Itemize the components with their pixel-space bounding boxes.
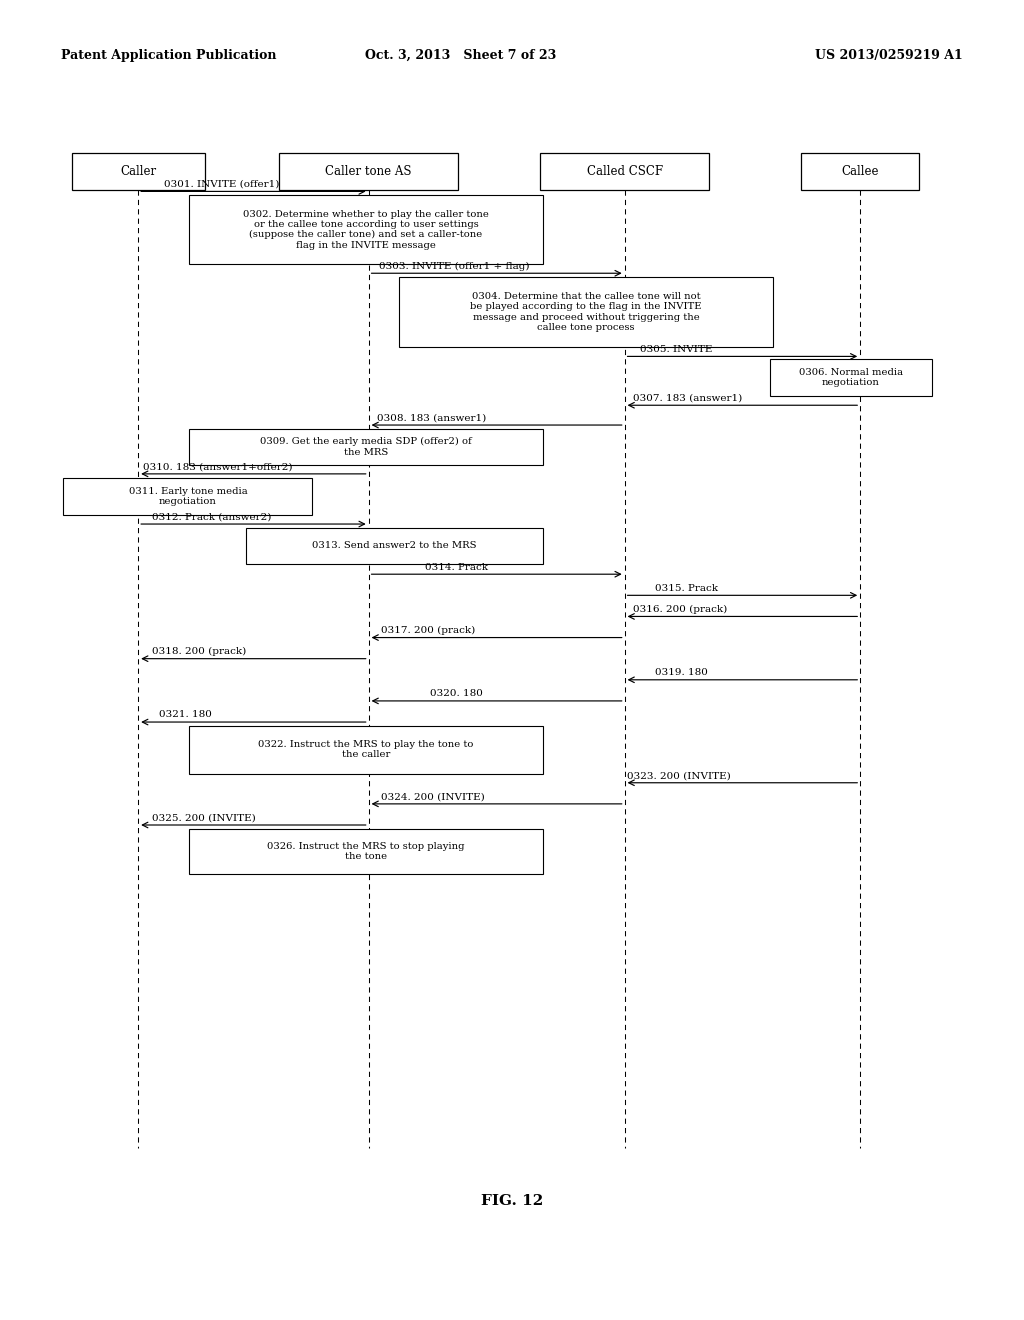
FancyBboxPatch shape <box>189 829 543 874</box>
FancyBboxPatch shape <box>399 277 773 347</box>
FancyBboxPatch shape <box>72 153 205 190</box>
FancyBboxPatch shape <box>63 478 312 515</box>
Text: Callee: Callee <box>842 165 879 178</box>
FancyBboxPatch shape <box>189 726 543 774</box>
Text: 0324. 200 (INVITE): 0324. 200 (INVITE) <box>381 792 484 801</box>
Text: 0319. 180: 0319. 180 <box>655 668 709 677</box>
Text: 0323. 200 (INVITE): 0323. 200 (INVITE) <box>627 771 730 780</box>
Text: 0316. 200 (prack): 0316. 200 (prack) <box>633 605 727 614</box>
Text: 0317. 200 (prack): 0317. 200 (prack) <box>381 626 475 635</box>
FancyBboxPatch shape <box>189 195 543 264</box>
Text: 0302. Determine whether to play the caller tone
or the callee tone according to : 0302. Determine whether to play the call… <box>243 210 489 249</box>
FancyBboxPatch shape <box>279 153 458 190</box>
Text: 0303. INVITE (offer1 + flag): 0303. INVITE (offer1 + flag) <box>379 261 529 271</box>
Text: 0306. Normal media
negotiation: 0306. Normal media negotiation <box>799 368 903 387</box>
Text: 0304. Determine that the callee tone will not
be played according to the flag in: 0304. Determine that the callee tone wil… <box>470 292 702 333</box>
Text: Caller: Caller <box>120 165 157 178</box>
FancyBboxPatch shape <box>246 528 543 564</box>
Text: 0322. Instruct the MRS to play the tone to
the caller: 0322. Instruct the MRS to play the tone … <box>258 741 474 759</box>
Text: 0320. 180: 0320. 180 <box>430 689 483 698</box>
Text: 0325. 200 (INVITE): 0325. 200 (INVITE) <box>152 813 255 822</box>
Text: 0307. 183 (answer1): 0307. 183 (answer1) <box>633 393 742 403</box>
Text: 0314. Prack: 0314. Prack <box>425 562 488 572</box>
Text: Caller tone AS: Caller tone AS <box>326 165 412 178</box>
FancyBboxPatch shape <box>801 153 920 190</box>
FancyBboxPatch shape <box>541 153 709 190</box>
Text: 0321. 180: 0321. 180 <box>159 710 212 719</box>
Text: 0308. 183 (answer1): 0308. 183 (answer1) <box>377 413 486 422</box>
Text: 0318. 200 (prack): 0318. 200 (prack) <box>152 647 246 656</box>
Text: 0310. 183 (answer1+offer2): 0310. 183 (answer1+offer2) <box>143 462 293 471</box>
FancyBboxPatch shape <box>189 429 543 465</box>
Text: 0326. Instruct the MRS to stop playing
the tone: 0326. Instruct the MRS to stop playing t… <box>267 842 465 861</box>
Text: Called CSCF: Called CSCF <box>587 165 663 178</box>
FancyBboxPatch shape <box>770 359 932 396</box>
Text: FIG. 12: FIG. 12 <box>481 1195 543 1208</box>
Text: Patent Application Publication: Patent Application Publication <box>61 49 276 62</box>
Text: 0311. Early tone media
negotiation: 0311. Early tone media negotiation <box>129 487 247 506</box>
Text: US 2013/0259219 A1: US 2013/0259219 A1 <box>815 49 963 62</box>
Text: 0313. Send answer2 to the MRS: 0313. Send answer2 to the MRS <box>312 541 476 550</box>
Text: 0315. Prack: 0315. Prack <box>655 583 719 593</box>
Text: 0305. INVITE: 0305. INVITE <box>640 345 713 354</box>
Text: 0312. Prack (answer2): 0312. Prack (answer2) <box>152 512 271 521</box>
Text: 0301. INVITE (offer1): 0301. INVITE (offer1) <box>164 180 280 189</box>
Text: Oct. 3, 2013   Sheet 7 of 23: Oct. 3, 2013 Sheet 7 of 23 <box>366 49 556 62</box>
Text: 0309. Get the early media SDP (offer2) of
the MRS: 0309. Get the early media SDP (offer2) o… <box>260 437 472 457</box>
